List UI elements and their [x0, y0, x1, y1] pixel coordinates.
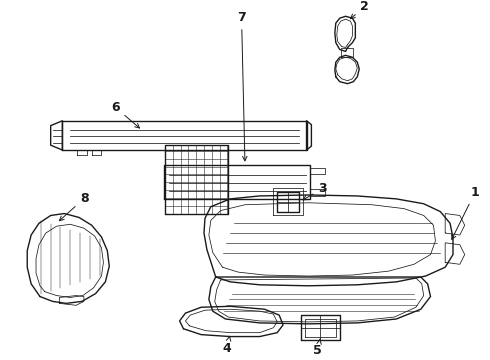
Text: 5: 5: [314, 339, 322, 357]
Text: 4: 4: [222, 336, 231, 355]
Text: 8: 8: [59, 192, 89, 221]
Text: 6: 6: [111, 101, 140, 128]
Text: 7: 7: [237, 11, 247, 161]
Text: 1: 1: [452, 186, 479, 239]
Text: 3: 3: [303, 182, 327, 200]
Text: 2: 2: [350, 0, 369, 19]
